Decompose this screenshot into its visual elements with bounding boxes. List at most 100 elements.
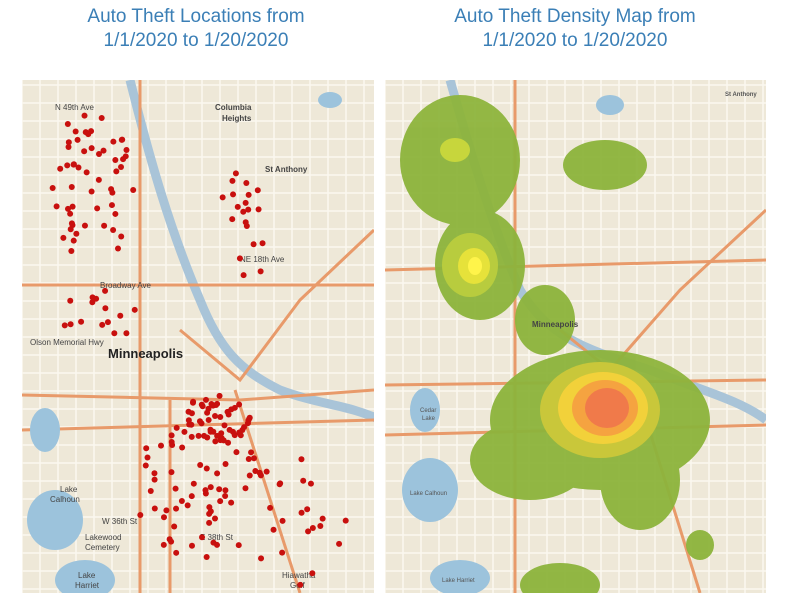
theft-point [160,514,167,521]
theft-point [222,492,229,499]
theft-point [235,542,242,549]
theft-point [231,432,238,439]
theft-point [188,421,195,428]
theft-point [67,297,74,304]
theft-point [202,487,209,494]
theft-point [297,581,304,588]
theft-point [88,145,95,152]
theft-point [65,139,72,146]
theft-point [118,164,125,171]
theft-point [240,208,247,215]
theft-point [217,414,224,421]
theft-point [309,524,316,531]
theft-point [216,486,223,493]
theft-point [207,484,214,491]
theft-point [173,549,180,556]
theft-point [53,203,60,210]
theft-point [168,469,175,476]
theft-point [242,485,249,492]
lakes [27,92,342,593]
theft-point [188,433,195,440]
theft-point [214,470,221,477]
theft-point [225,411,232,418]
left-title: 1/1/2020 to 1/20/2020 [104,30,289,51]
theft-point [254,187,261,194]
theft-point [137,512,144,519]
theft-point [207,508,214,515]
theft-point [160,541,167,548]
theft-point [208,400,215,407]
theft-point [259,240,266,247]
theft-point [172,485,179,492]
theft-point [245,456,252,463]
theft-point [158,442,165,449]
theft-point [57,165,64,172]
theft-point [298,456,305,463]
theft-point [210,539,217,546]
theft-point [211,515,218,522]
theft-point [67,226,74,233]
theft-point [144,454,151,461]
map-label: Lakewood [85,533,121,542]
theft-point [168,538,175,545]
theft-point [212,401,219,408]
theft-point [198,420,205,427]
theft-point [65,144,72,151]
theft-point [219,194,226,201]
theft-point [67,210,74,217]
theft-point [81,112,88,119]
theft-point [143,445,150,452]
theft-point [222,487,229,494]
map-label: Calhoun [50,495,80,504]
theft-point [276,481,283,488]
theft-point [258,555,265,562]
map-label: Broadway Ave [100,281,152,290]
theft-point [217,498,224,505]
theft-point [115,245,122,252]
map-label: Harriet [75,581,100,590]
map-label: E 38th St [200,533,234,542]
theft-point [243,223,250,230]
theft-point [74,136,81,143]
theft-point [199,403,206,410]
theft-point [111,330,118,337]
map-label: Olson Memorial Hwy [30,338,104,347]
theft-point [94,205,101,212]
theft-point [228,499,235,506]
theft-point [342,517,349,524]
theft-point [317,523,324,530]
theft-point [248,449,255,456]
theft-point [279,517,286,524]
theft-point [168,439,175,446]
theft-point [300,477,307,484]
theft-point [178,497,185,504]
theft-point [197,461,204,468]
theft-point [102,305,109,312]
theft-point [233,449,240,456]
theft-point [123,146,130,153]
map-label: Lake [60,485,78,494]
theft-point [117,312,124,319]
theft-point [61,322,68,329]
theft-point [131,306,138,313]
map-label: Hiawatha [282,571,316,580]
theft-point [221,422,228,429]
theft-point [109,189,116,196]
theft-point [202,396,209,403]
theft-point [188,542,195,549]
theft-point [225,439,232,446]
theft-point [108,202,115,209]
theft-point [212,438,219,445]
theft-point [218,430,225,437]
right-title: 1/1/2020 to 1/20/2020 [483,30,668,51]
theft-point [252,467,259,474]
theft-point [181,428,188,435]
theft-point [307,480,314,487]
map-label: N 49th Ave [55,103,95,112]
map-label: Cemetery [85,543,120,552]
theft-point [142,462,149,469]
map-label: NE 18th Ave [240,255,285,264]
theft-point [305,528,312,535]
theft-point [104,319,111,326]
theft-point [207,426,214,433]
